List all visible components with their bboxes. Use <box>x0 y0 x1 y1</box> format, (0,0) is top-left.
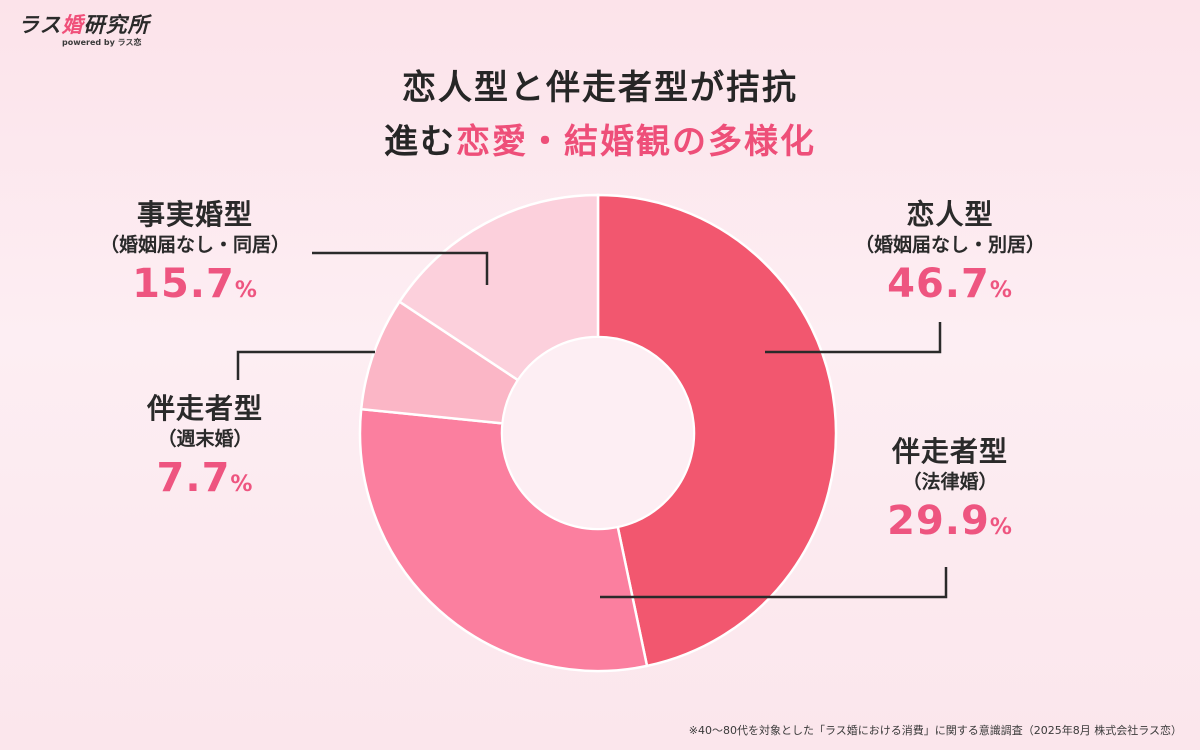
slice-label-weekend-marriage: 伴走者型 （週末婚） 7.7% <box>146 392 263 501</box>
slice-lover <box>596 193 838 668</box>
slice-label-common-law: 事実婚型 （婚姻届なし・同居） 15.7% <box>99 198 290 307</box>
slice-legal-marriage <box>358 407 649 673</box>
logo-tagline: powered by ラス恋 <box>62 38 142 47</box>
leader-line-lover <box>765 322 942 354</box>
donut-hole <box>503 338 693 528</box>
brand-logo: ラス婚研究所 powered by ラス恋 <box>18 12 150 48</box>
leader-line-weekend-marriage <box>236 350 375 380</box>
slice-label-legal-marriage: 伴走者型 （法律婚） 29.9% <box>887 435 1013 544</box>
leader-line-legal-marriage <box>600 567 948 599</box>
chart-title-line2: 進む恋愛・結婚観の多様化 <box>384 122 816 162</box>
chart-title-line1: 恋人型と伴走者型が拮抗 <box>402 68 798 108</box>
source-footnote: ※40～80代を対象とした「ラス婚における消費」に関する意識調査（2025年8月… <box>688 724 1182 737</box>
leader-line-common-law <box>312 251 489 285</box>
slice-label-lover: 恋人型 （婚姻届なし・別居） 46.7% <box>854 198 1045 307</box>
logo-wordmark: ラス婚研究所 <box>18 13 150 37</box>
